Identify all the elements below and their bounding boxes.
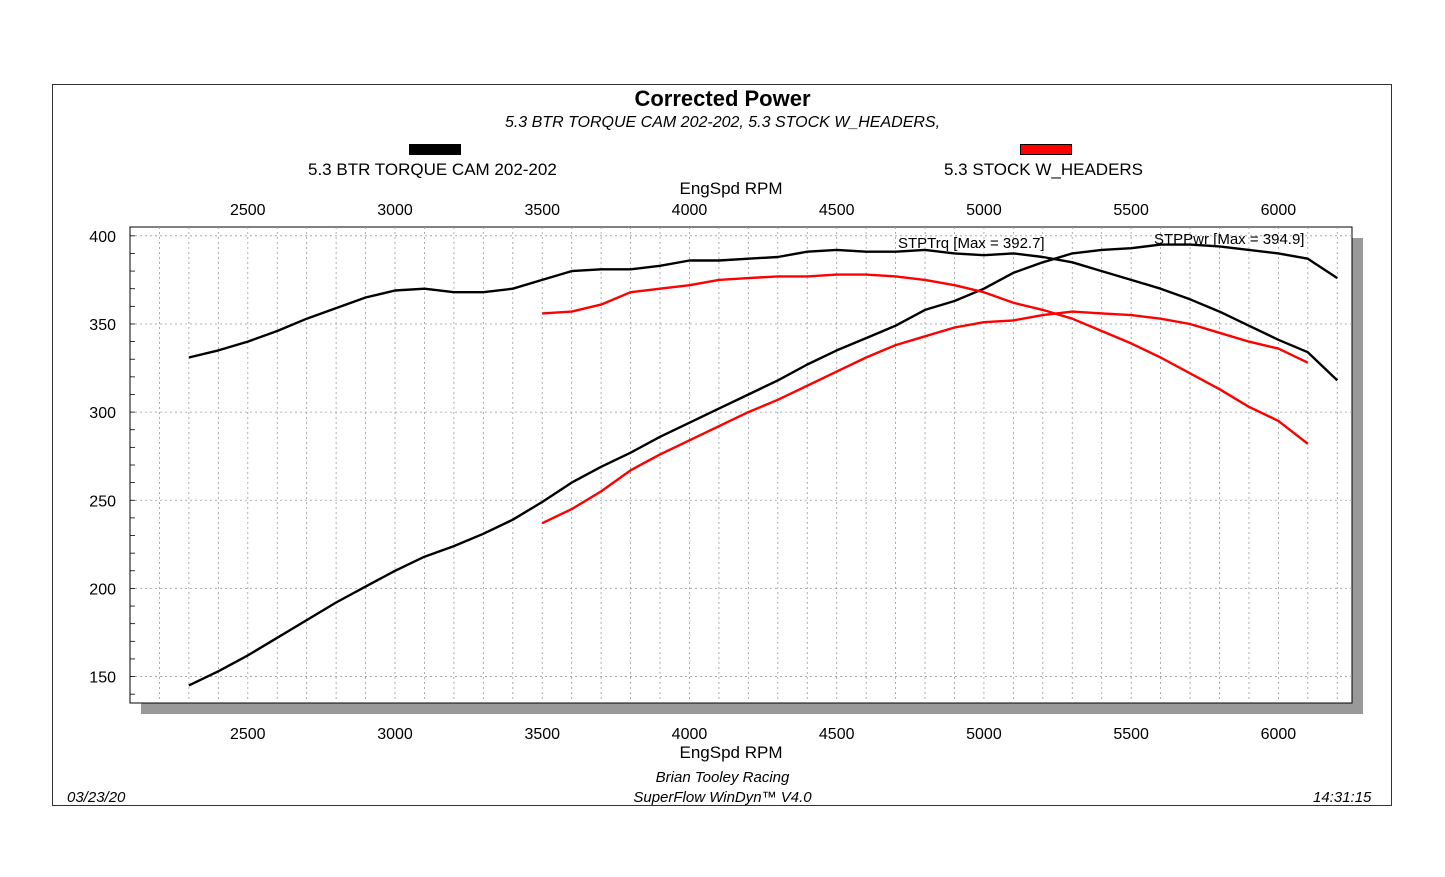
x-tick-label-top: 3000: [377, 202, 413, 219]
series-line-btr-stptrq: [188, 248, 1339, 382]
plot-area: [129, 226, 1353, 704]
chart-title: Corrected Power: [634, 86, 811, 111]
chart-subtitle: 5.3 BTR TORQUE CAM 202-202, 5.3 STOCK W_…: [504, 114, 941, 131]
series-line-stock-stppwr: [541, 310, 1309, 525]
x-tick-label-bottom: 5500: [1113, 726, 1149, 743]
x-tick-label-top: 5500: [1113, 202, 1149, 219]
x-tick-label-top: 4000: [672, 202, 708, 219]
footer-software: SuperFlow WinDyn™ V4.0: [633, 789, 812, 806]
x-tick-label-top: 4500: [819, 202, 855, 219]
series-line-stock-stptrq: [542, 273, 1309, 445]
x-tick-label-bottom: 5000: [966, 726, 1002, 743]
x-tick-label-top: 6000: [1261, 202, 1297, 219]
x-tick-label-top: 2500: [230, 202, 266, 219]
y-tick-label: 150: [89, 670, 116, 687]
footer-time: 14:31:15: [1313, 789, 1372, 806]
y-tick-label: 350: [89, 317, 116, 334]
x-tick-label-bottom: 4000: [672, 726, 708, 743]
x-tick-label-bottom: 3000: [377, 726, 413, 743]
x-tick-label-top: 3500: [524, 202, 560, 219]
footer-company: Brian Tooley Racing: [655, 769, 790, 786]
legend-swatch-btr: [409, 144, 461, 155]
y-tick-label: 250: [89, 493, 116, 510]
legend-label-stock: 5.3 STOCK W_HEADERS: [944, 160, 1144, 179]
x-axis-title-bottom: EngSpd RPM: [680, 743, 783, 762]
x-tick-label-bottom: 2500: [230, 726, 266, 743]
annotation-max-torque: STPTrq [Max = 392.7]: [898, 235, 1045, 252]
x-tick-label-bottom: 6000: [1261, 726, 1297, 743]
chart-frame: [52, 84, 1392, 806]
annotation-max-power: STPPwr [Max = 394.9]: [1154, 231, 1304, 248]
x-axis-title-top: EngSpd RPM: [680, 179, 783, 198]
y-tick-label: 200: [89, 581, 116, 598]
x-tick-label-bottom: 4500: [819, 726, 855, 743]
x-tick-label-bottom: 3500: [524, 726, 560, 743]
y-tick-label: 400: [89, 229, 116, 246]
series-line-btr-stppwr: [188, 243, 1338, 687]
y-tick-label: 300: [89, 405, 116, 422]
x-tick-label-top: 5000: [966, 202, 1002, 219]
footer-date: 03/23/20: [67, 789, 126, 806]
legend-label-btr: 5.3 BTR TORQUE CAM 202-202: [308, 160, 557, 179]
legend-swatch-stock: [1020, 144, 1072, 155]
